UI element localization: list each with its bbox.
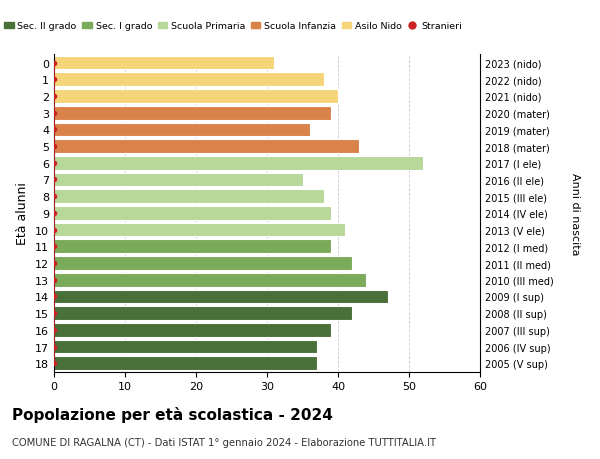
Text: Popolazione per età scolastica - 2024: Popolazione per età scolastica - 2024: [12, 406, 333, 422]
Bar: [54, 273, 367, 287]
Bar: [54, 90, 338, 104]
Bar: [54, 123, 310, 137]
Bar: [54, 73, 324, 87]
Bar: [54, 340, 317, 353]
Bar: [54, 257, 352, 270]
Bar: [54, 240, 331, 254]
Bar: [54, 357, 317, 370]
Bar: [54, 190, 324, 204]
Bar: [54, 56, 274, 70]
Bar: [54, 307, 352, 320]
Bar: [54, 140, 359, 154]
Y-axis label: Età alunni: Età alunni: [16, 182, 29, 245]
Bar: [54, 106, 331, 120]
Bar: [54, 157, 423, 170]
Bar: [54, 173, 302, 187]
Bar: [54, 290, 388, 303]
Bar: [54, 207, 331, 220]
Y-axis label: Anni di nascita: Anni di nascita: [570, 172, 580, 255]
Text: COMUNE DI RAGALNA (CT) - Dati ISTAT 1° gennaio 2024 - Elaborazione TUTTITALIA.IT: COMUNE DI RAGALNA (CT) - Dati ISTAT 1° g…: [12, 437, 436, 447]
Bar: [54, 323, 331, 337]
Legend: Sec. II grado, Sec. I grado, Scuola Primaria, Scuola Infanzia, Asilo Nido, Stran: Sec. II grado, Sec. I grado, Scuola Prim…: [1, 19, 466, 35]
Bar: [54, 223, 345, 237]
